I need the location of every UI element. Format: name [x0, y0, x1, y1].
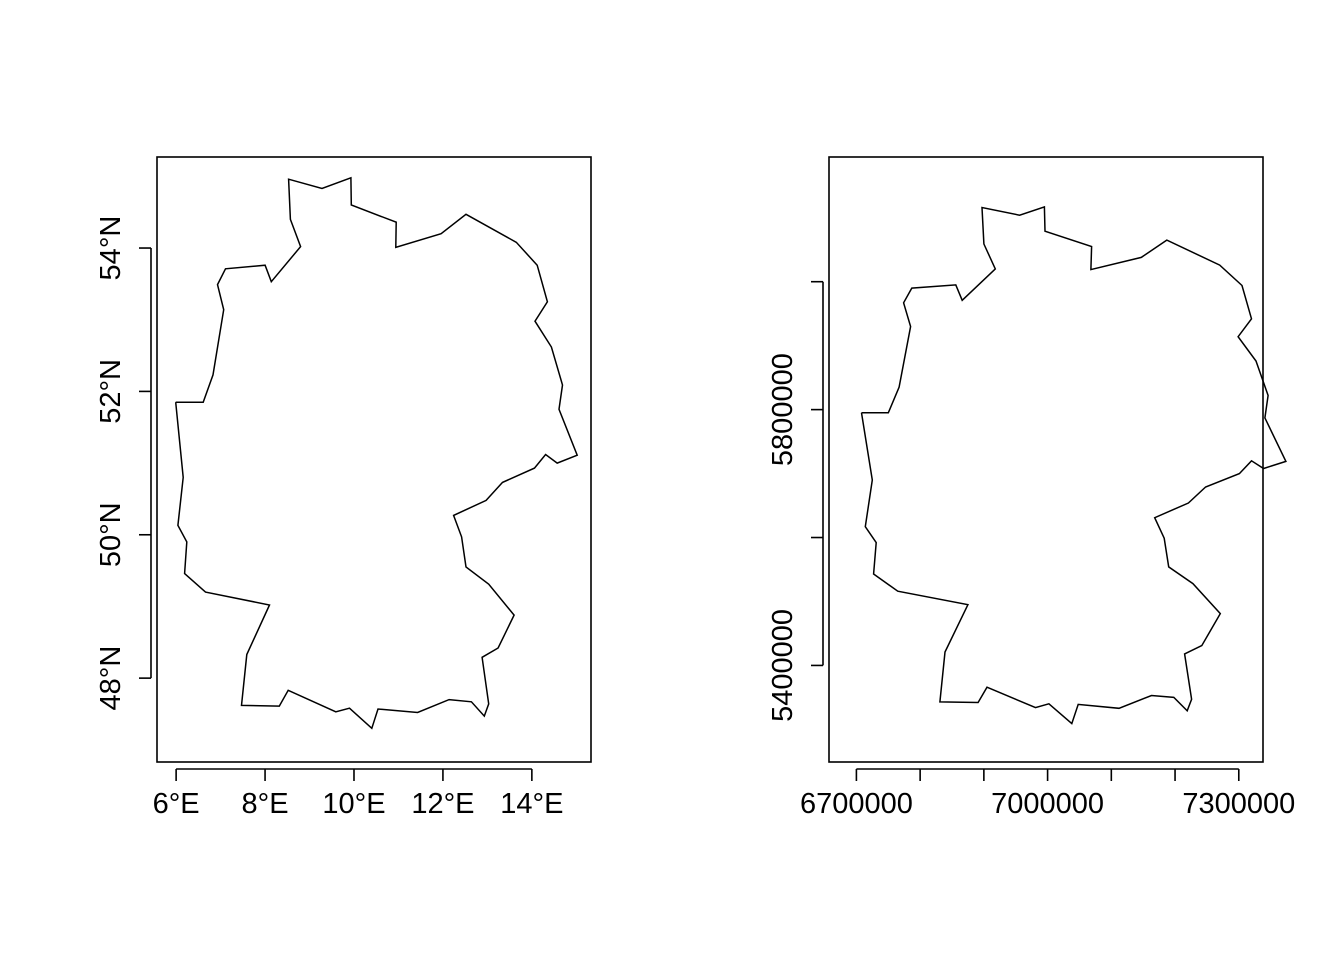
x-tick-label: 10°E — [322, 788, 385, 820]
x-tick-label: 7300000 — [1182, 788, 1295, 820]
projected-map-panel: 6700000 7000000 7300000 5400000 5800000 — [767, 156, 1295, 820]
x-tick-label: 6700000 — [800, 788, 913, 820]
y-tick-label: 5800000 — [767, 353, 799, 466]
y-tick-label: 54°N — [95, 216, 127, 281]
x-tick-label: 8°E — [242, 788, 289, 820]
x-tick-label: 12°E — [411, 788, 474, 820]
plot-frame — [156, 156, 592, 763]
y-tick-label: 5400000 — [767, 609, 799, 722]
plot-frame — [828, 156, 1264, 763]
geographic-map-panel: 6°E 8°E 10°E 12°E 14°E 48°N 50°N 52°N 54°N — [95, 156, 592, 820]
y-axis: 48°N 50°N 52°N 54°N — [95, 216, 152, 711]
y-tick-label: 52°N — [95, 359, 127, 424]
germany-outline — [860, 205, 1287, 725]
x-axis: 6700000 7000000 7300000 — [800, 768, 1295, 820]
y-tick-label: 50°N — [95, 502, 127, 567]
x-axis: 6°E 8°E 10°E 12°E 14°E — [153, 768, 563, 820]
y-axis: 5400000 5800000 — [767, 280, 824, 722]
x-tick-label: 6°E — [153, 788, 200, 820]
germany-outline — [174, 176, 579, 730]
y-tick-label: 48°N — [95, 646, 127, 711]
x-tick-label: 14°E — [500, 788, 563, 820]
x-tick-label: 7000000 — [991, 788, 1104, 820]
